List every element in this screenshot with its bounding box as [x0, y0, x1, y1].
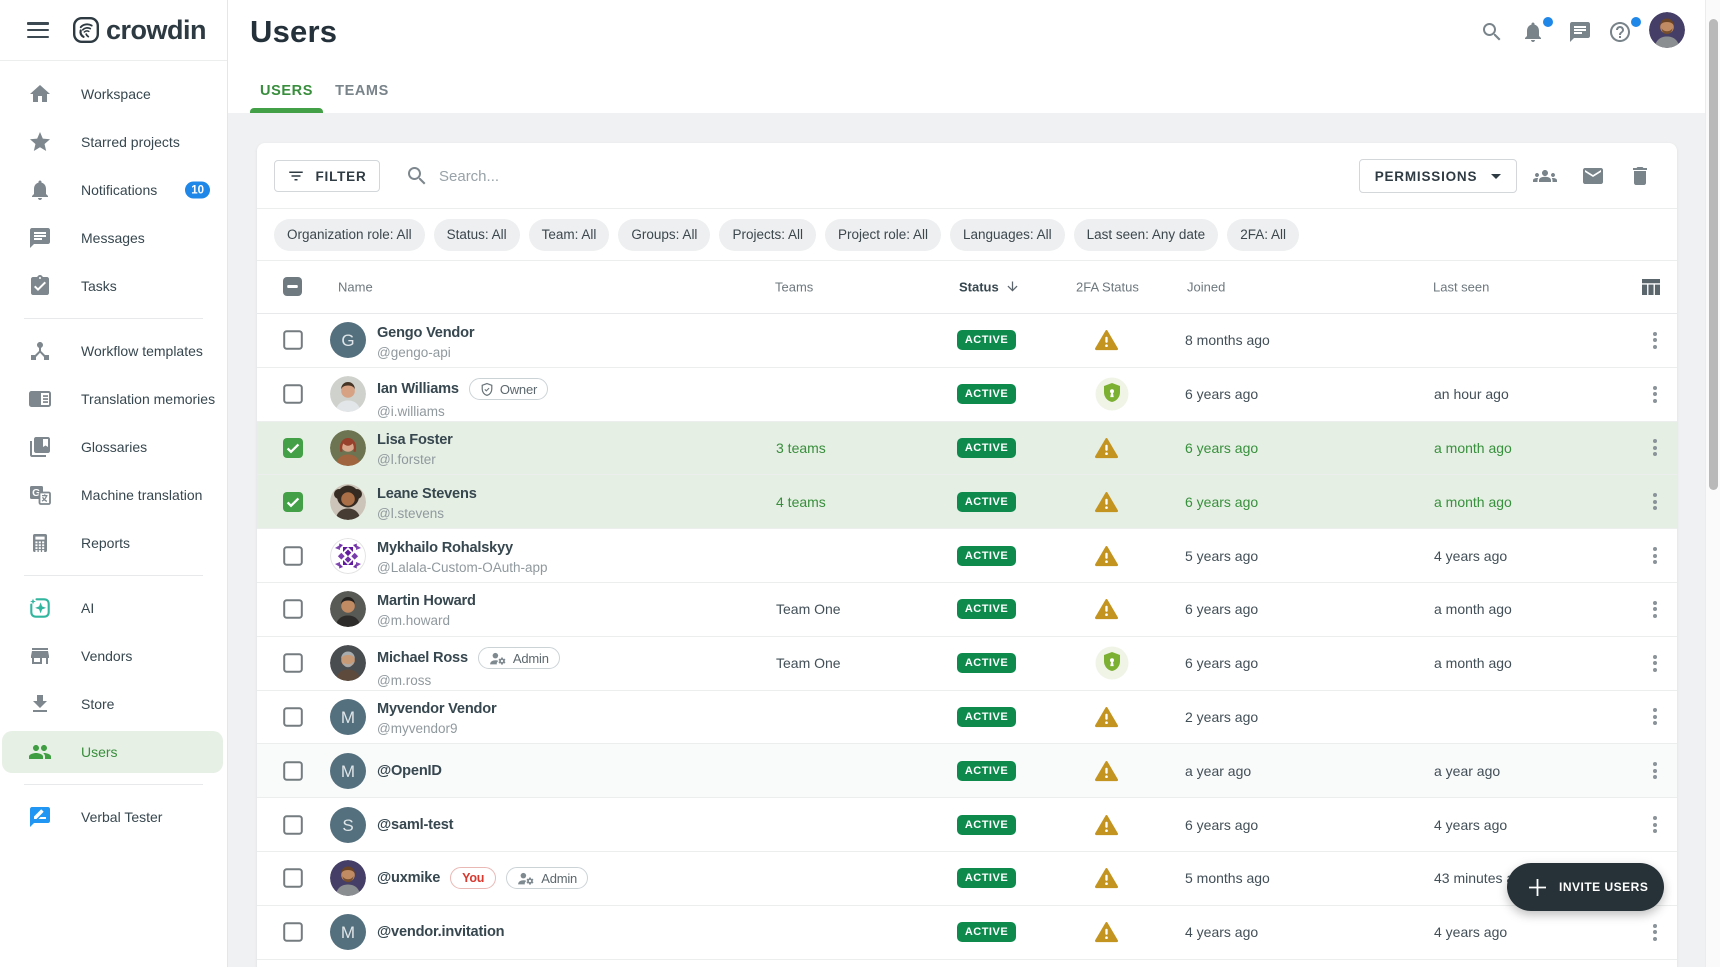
svg-text:G: G	[341, 331, 354, 350]
svg-text:M: M	[341, 923, 355, 942]
svg-text:G: G	[32, 487, 40, 499]
svg-text:S: S	[342, 816, 353, 835]
svg-text:M: M	[341, 762, 355, 781]
svg-text:M: M	[341, 708, 355, 727]
